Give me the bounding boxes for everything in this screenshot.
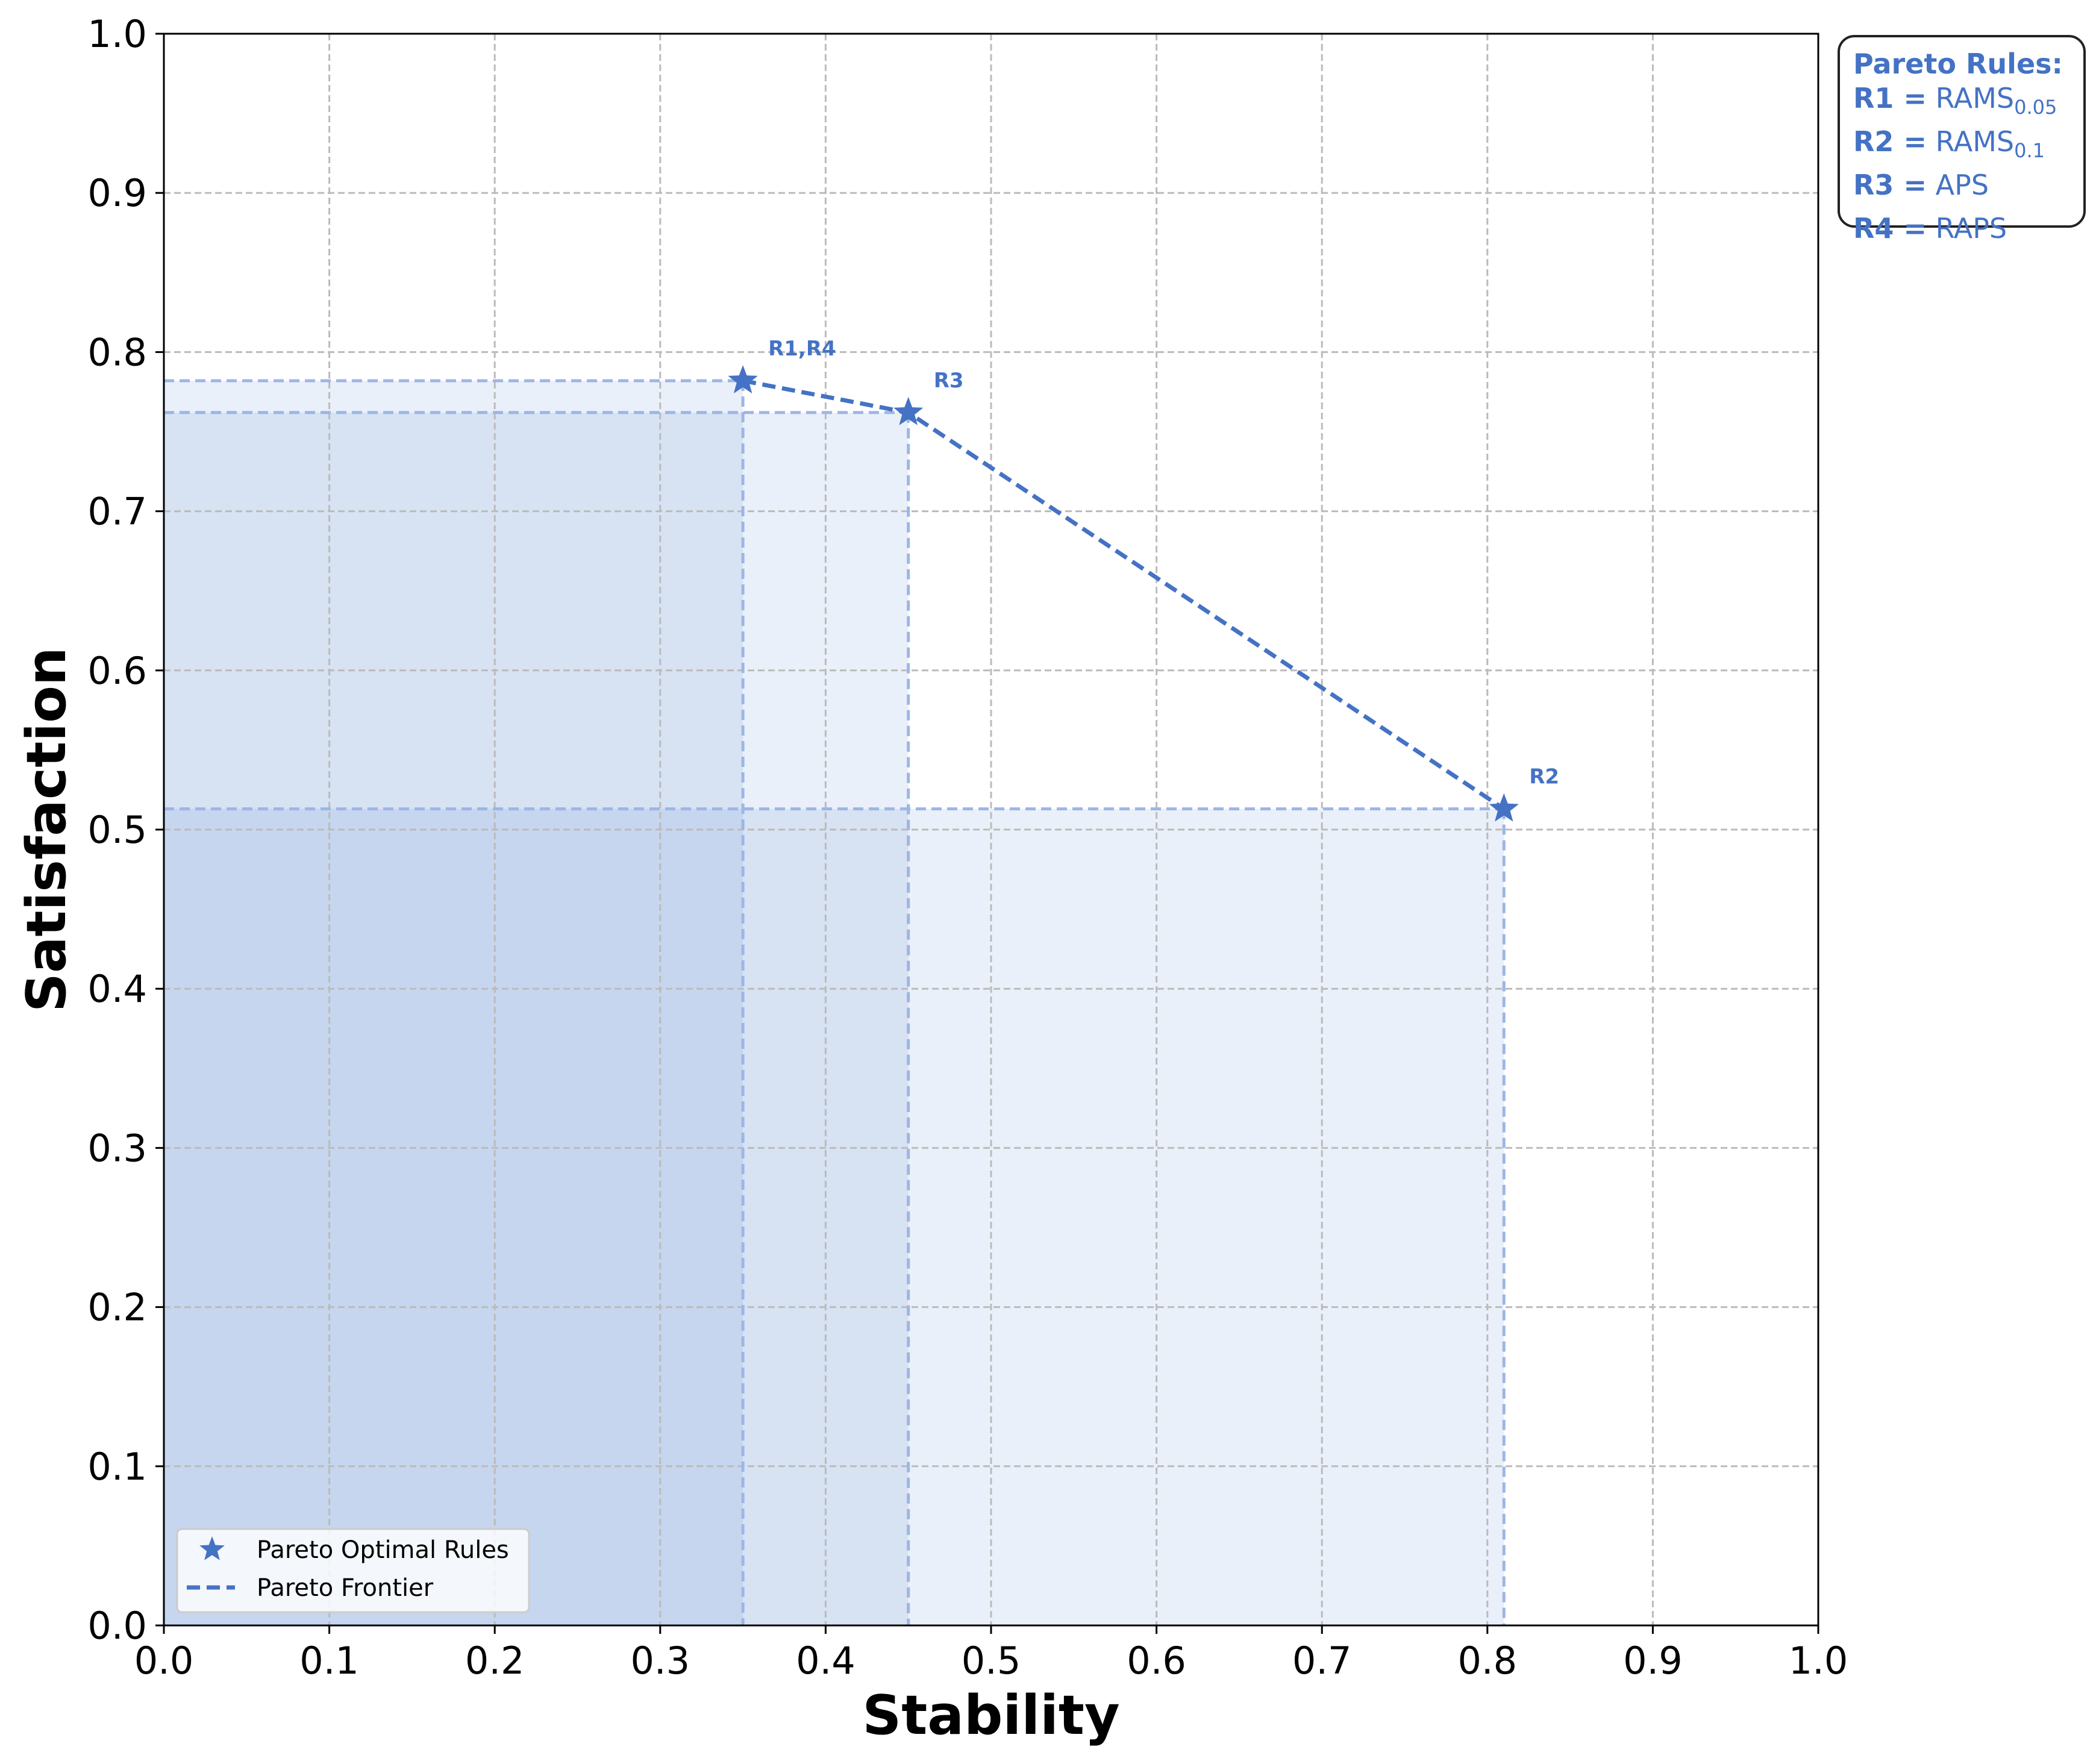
x-tick-label-4: 0.4 [796,1639,856,1683]
rule-r2-sub: 0.1 [2014,139,2045,162]
rule-r4-key: R4 = [1853,212,1927,245]
y-tick-label-9: 0.9 [87,171,147,215]
pareto-point-1 [728,365,758,393]
rule-r3-value: APS [1935,169,1989,201]
x-axis-ticks: 0.0 0.1 0.2 0.3 0.4 0.5 0.6 0.7 0.8 0.9 1.0 [134,1625,1848,1683]
rule-r1: R1 = RAMS0.05 [1853,81,2070,125]
x-tick-label-3: 0.3 [630,1639,690,1683]
point-label-3: R2 [1529,765,1559,789]
x-tick-label-6: 0.6 [1127,1639,1186,1683]
y-tick-label-8: 0.8 [87,330,147,374]
y-tick-label-4: 0.4 [87,967,147,1011]
pareto-point-3 [1489,793,1519,822]
legend-box [176,1528,530,1613]
rules-title: Pareto Rules: [1853,48,2063,80]
rule-r4-value: RAPS [1935,212,2007,245]
x-axis-label: Stability [862,1684,1119,1747]
pareto-point-2 [893,396,924,425]
pareto-points: R1,R4 R3 R2 [728,337,1559,822]
rule-r3: R3 = APS [1853,168,2070,211]
legend-label-frontier: Pareto Frontier [257,1574,434,1602]
dominated-region-2 [164,412,909,1625]
dominated-region-1 [164,380,743,1625]
y-tick-label-0: 0.0 [87,1604,147,1648]
rule-r1-value: RAMS [1935,82,2015,114]
region-boundary-lines [164,379,1506,1625]
x-tick-label-5: 0.5 [962,1639,1021,1683]
legend-star-icon [199,1536,225,1560]
dominated-region-3 [164,808,1504,1625]
y-tick-label-3: 0.3 [87,1126,147,1170]
y-axis-ticks: 0.0 0.1 0.2 0.3 0.4 0.5 0.6 0.7 0.8 0.9 1.0 [87,12,164,1648]
rule-r2: R2 = RAMS0.1 [1853,125,2070,168]
rule-r1-key: R1 = [1853,82,1927,114]
rule-r4: R4 = RAPS [1853,211,2070,255]
x-tick-label-2: 0.2 [465,1639,525,1683]
rule-r2-key: R2 = [1853,125,1927,158]
y-tick-label-1: 0.1 [87,1445,147,1489]
x-tick-label-8: 0.8 [1457,1639,1517,1683]
y-axis-label: Satisfaction [15,647,78,1012]
rule-r1-sub: 0.05 [2014,96,2057,119]
point-label-2: R3 [934,369,964,393]
x-tick-label-7: 0.7 [1292,1639,1352,1683]
legend-star-shape [199,1536,225,1560]
dominated-regions [164,380,1504,1625]
x-tick-label-10: 1.0 [1789,1639,1848,1683]
y-tick-label-5: 0.5 [87,808,147,852]
x-tick-label-9: 0.9 [1623,1639,1683,1683]
point-label-1: R1,R4 [768,337,836,361]
rule-r2-value: RAMS [1935,125,2015,158]
y-tick-label-10: 1.0 [87,12,147,56]
pareto-rules-box: Pareto Rules: R1 = RAMS0.05 R2 = RAMS0.1… [1838,35,2086,245]
legend-label-points: Pareto Optimal Rules [257,1536,509,1564]
x-tick-label-1: 0.1 [299,1639,359,1683]
y-tick-label-6: 0.6 [87,649,147,693]
x-tick-label-0: 0.0 [134,1639,194,1683]
y-tick-label-2: 0.2 [87,1286,147,1330]
grid-lines [164,34,1818,1625]
y-tick-label-7: 0.7 [87,490,147,534]
legend: Pareto Optimal Rules Pareto Frontier [176,1528,530,1613]
rule-r3-key: R3 = [1853,169,1927,201]
